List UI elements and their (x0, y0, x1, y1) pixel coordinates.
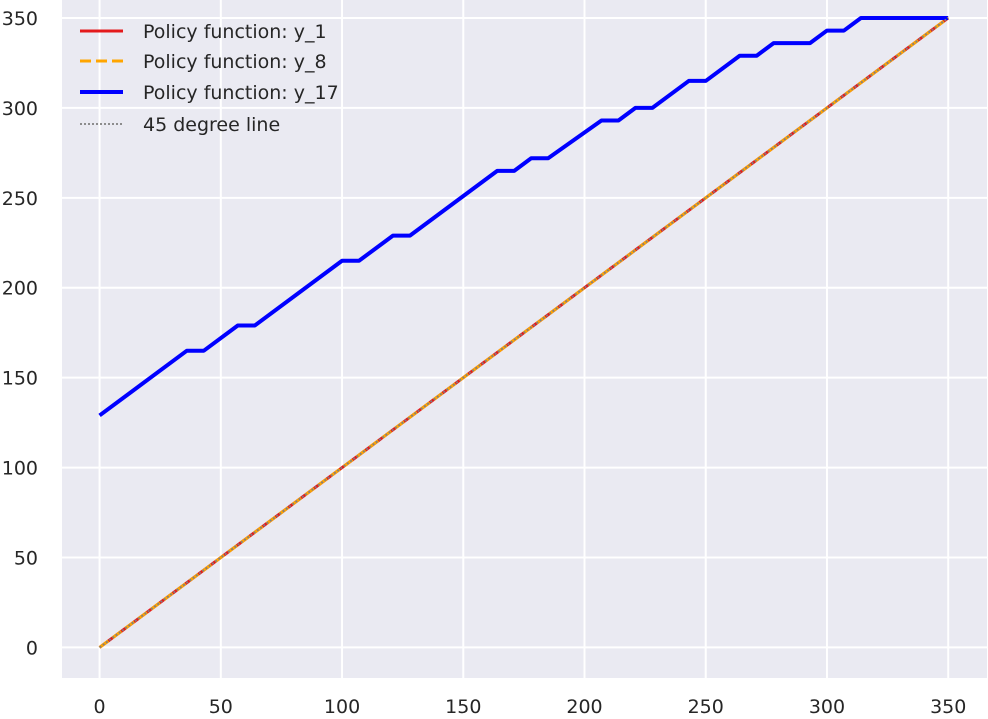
x-tick-label: 300 (809, 696, 845, 718)
y-tick-label: 100 (2, 458, 38, 480)
y-tick-label: 250 (2, 188, 38, 210)
series-line-policy-function-y-17 (98, 15, 949, 418)
legend-label-45-degree-line: 45 degree line (143, 114, 280, 136)
x-tick-label: 350 (930, 696, 966, 718)
legend: Policy function: y_1 Policy function: y_8… (80, 21, 339, 136)
tick-labels: 0 50 100 150 200 250 300 350 0 50 100 150 200 250 300 3… (2, 8, 967, 718)
x-tick-label: 250 (688, 696, 724, 718)
x-tick-label: 0 (94, 696, 106, 718)
y-tick-label: 300 (2, 98, 38, 120)
series-lines (98, 15, 950, 649)
legend-label-policy-function-y-17: Policy function: y_17 (143, 82, 339, 104)
x-tick-label: 50 (209, 696, 233, 718)
grid (62, 0, 987, 678)
y-tick-label: 350 (2, 8, 38, 30)
x-tick-label: 200 (566, 696, 602, 718)
x-tick-label: 150 (445, 696, 481, 718)
y-tick-label: 150 (2, 368, 38, 390)
plot-background (62, 0, 987, 678)
y-tick-label: 0 (26, 637, 38, 659)
x-tick-label: 100 (324, 696, 360, 718)
y-tick-label: 50 (14, 548, 38, 570)
series-line-45-degree-line (99, 17, 949, 649)
legend-label-policy-function-y-8: Policy function: y_8 (143, 51, 327, 73)
y-tick-label: 200 (2, 278, 38, 300)
legend-label-policy-function-y-1: Policy function: y_1 (143, 21, 327, 43)
